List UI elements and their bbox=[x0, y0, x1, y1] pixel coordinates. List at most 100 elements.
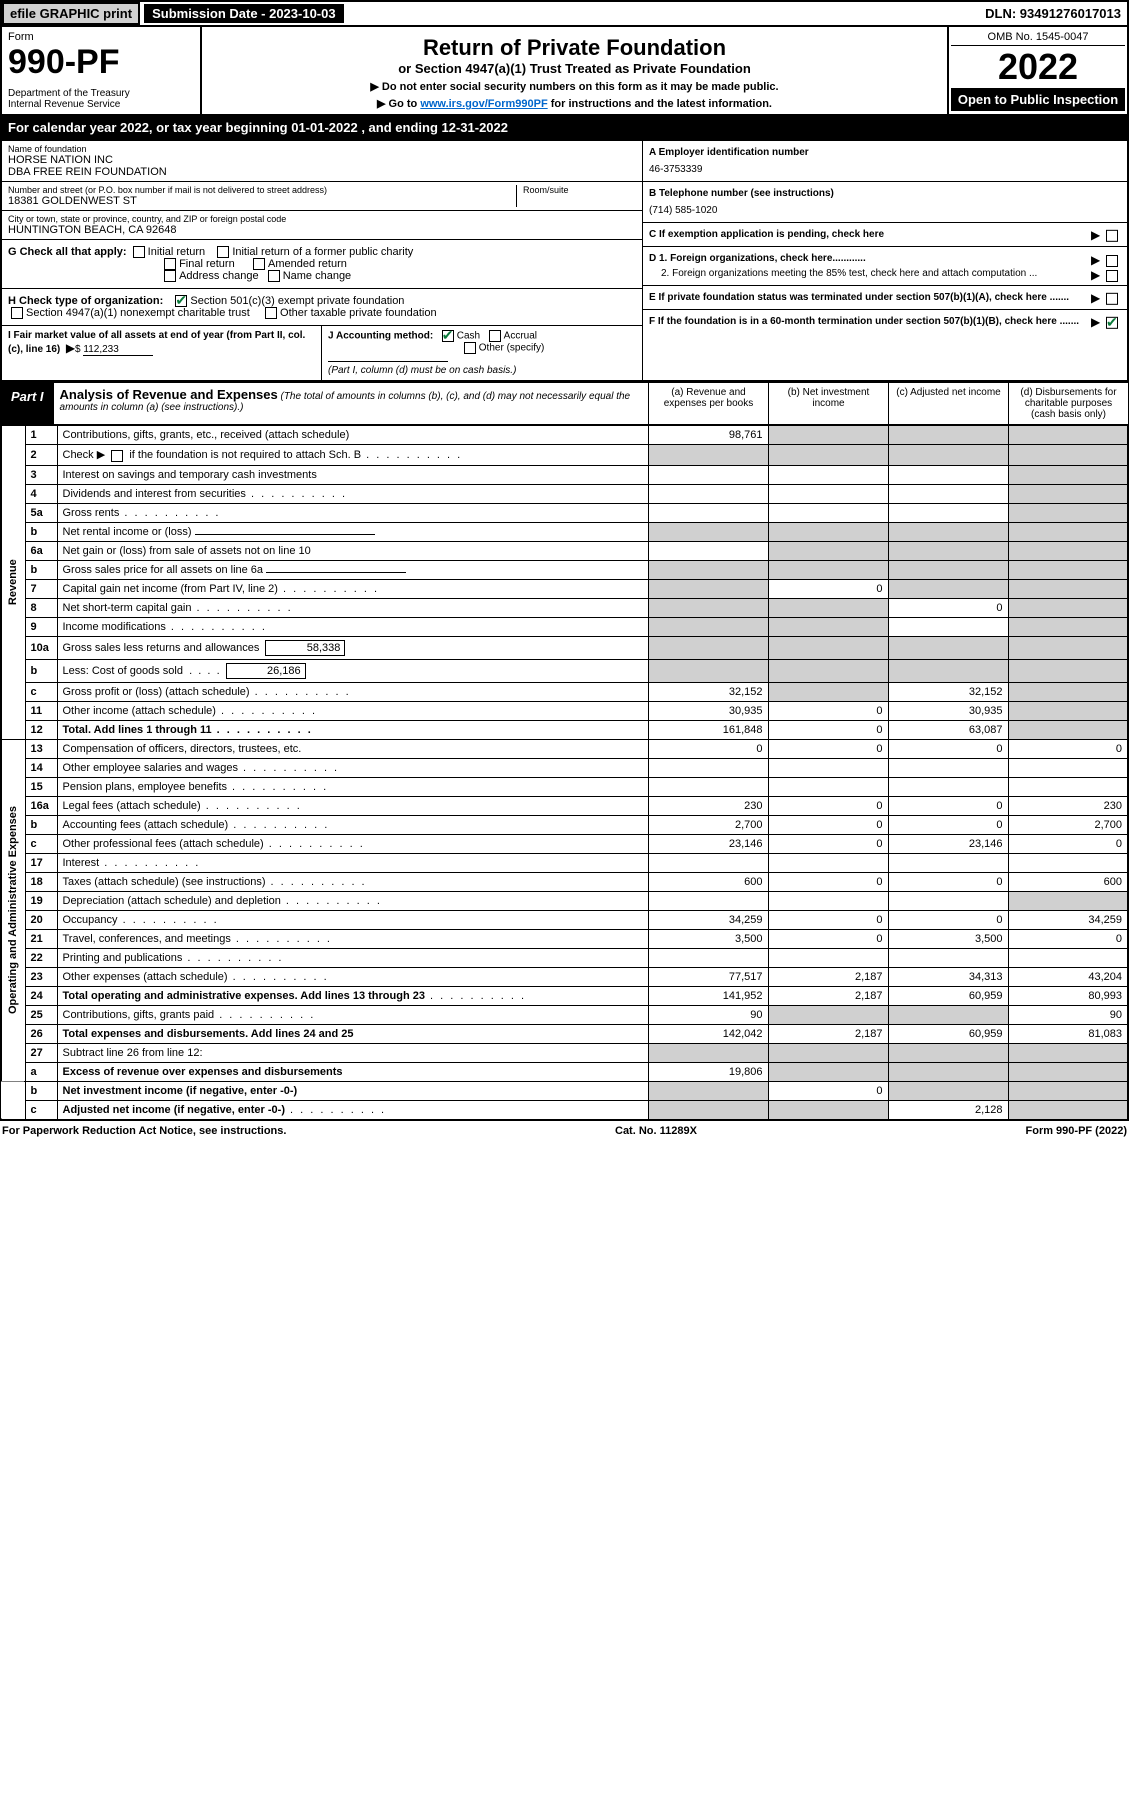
cell-val bbox=[648, 891, 768, 910]
cell-val bbox=[768, 777, 888, 796]
checkbox-4947[interactable] bbox=[11, 307, 23, 319]
header-left: Form 990-PF Department of the Treasury I… bbox=[2, 27, 202, 114]
col-b-head: (b) Net investment income bbox=[768, 383, 888, 424]
ein-value: 46-3753339 bbox=[649, 164, 1121, 175]
cell-shade bbox=[1008, 465, 1128, 484]
cell-shade bbox=[648, 1043, 768, 1062]
cell-val: 0 bbox=[768, 1081, 888, 1100]
table-row: 2 Check ▶ if the foundation is not requi… bbox=[1, 445, 1128, 465]
checkbox-initial-return[interactable] bbox=[133, 246, 145, 258]
checkbox-accrual[interactable] bbox=[489, 330, 501, 342]
cell-shade bbox=[768, 659, 888, 682]
cell-shade bbox=[1008, 541, 1128, 560]
cell-shade bbox=[768, 598, 888, 617]
instructions-link[interactable]: www.irs.gov/Form990PF bbox=[420, 98, 547, 110]
table-row: 20 Occupancy 34,2590034,259 bbox=[1, 910, 1128, 929]
line-num: 5a bbox=[25, 503, 57, 522]
checkbox-e[interactable] bbox=[1106, 293, 1118, 305]
line-desc: Accounting fees (attach schedule) bbox=[57, 815, 648, 834]
arrow-icon: ▶ bbox=[66, 341, 75, 355]
col-c-head: (c) Adjusted net income bbox=[888, 383, 1008, 424]
cell-val: 0 bbox=[768, 815, 888, 834]
line-desc: Pension plans, employee benefits bbox=[57, 777, 648, 796]
table-row: 16a Legal fees (attach schedule) 2300023… bbox=[1, 796, 1128, 815]
line-desc: Legal fees (attach schedule) bbox=[57, 796, 648, 815]
line-desc: Gross sales price for all assets on line… bbox=[57, 560, 648, 579]
cell-val bbox=[1008, 948, 1128, 967]
checkbox-d1[interactable] bbox=[1106, 255, 1118, 267]
checkbox-d2[interactable] bbox=[1106, 270, 1118, 282]
e-cell: E If private foundation status was termi… bbox=[643, 286, 1127, 310]
address-cell: Number and street (or P.O. box number if… bbox=[2, 182, 642, 211]
cell-val bbox=[1008, 777, 1128, 796]
cell-val bbox=[768, 484, 888, 503]
f-cell: F If the foundation is in a 60-month ter… bbox=[643, 310, 1127, 333]
cell-val: 34,259 bbox=[648, 910, 768, 929]
cell-shade bbox=[768, 636, 888, 659]
part1-table: Revenue 1 Contributions, gifts, grants, … bbox=[0, 425, 1129, 1120]
header-mid: Return of Private Foundation or Section … bbox=[202, 27, 947, 114]
cell-val: 142,042 bbox=[648, 1024, 768, 1043]
cell-val: 98,761 bbox=[648, 426, 768, 445]
cell-shade bbox=[768, 1062, 888, 1081]
line-num: a bbox=[25, 1062, 57, 1081]
cell-shade bbox=[888, 579, 1008, 598]
arrow-icon: ▶ bbox=[1091, 253, 1100, 267]
j-cell: J Accounting method: Cash Accrual Other … bbox=[322, 326, 642, 380]
cell-val: 0 bbox=[768, 579, 888, 598]
checkbox-other-taxable[interactable] bbox=[265, 307, 277, 319]
table-row: b Net investment income (if negative, en… bbox=[1, 1081, 1128, 1100]
cell-shade bbox=[648, 1081, 768, 1100]
cell-val: 0 bbox=[768, 720, 888, 739]
cell-shade bbox=[888, 560, 1008, 579]
cell-val bbox=[888, 617, 1008, 636]
efile-button[interactable]: efile GRAPHIC print bbox=[2, 2, 140, 25]
checkbox-address-change[interactable] bbox=[164, 270, 176, 282]
cell-val: 0 bbox=[1008, 739, 1128, 758]
line-num: 23 bbox=[25, 967, 57, 986]
form-header: Form 990-PF Department of the Treasury I… bbox=[0, 27, 1129, 116]
submission-date: Submission Date - 2023-10-03 bbox=[144, 4, 344, 23]
checkbox-amended[interactable] bbox=[253, 258, 265, 270]
cell-shade bbox=[1008, 445, 1128, 465]
checkbox-other[interactable] bbox=[464, 342, 476, 354]
cell-shade bbox=[1008, 598, 1128, 617]
table-row: 21 Travel, conferences, and meetings 3,5… bbox=[1, 929, 1128, 948]
table-row: 23 Other expenses (attach schedule) 77,5… bbox=[1, 967, 1128, 986]
cell-shade bbox=[1008, 636, 1128, 659]
table-row: 19 Depreciation (attach schedule) and de… bbox=[1, 891, 1128, 910]
arrow-icon: ▶ bbox=[1091, 314, 1100, 328]
cell-val bbox=[888, 777, 1008, 796]
checkbox-name-change[interactable] bbox=[268, 270, 280, 282]
checkbox-cash[interactable] bbox=[442, 330, 454, 342]
j-note: (Part I, column (d) must be on cash basi… bbox=[328, 365, 516, 376]
cell-val: 0 bbox=[1008, 834, 1128, 853]
line-num: b bbox=[25, 659, 57, 682]
checkbox-c[interactable] bbox=[1106, 230, 1118, 242]
cell-shade bbox=[1008, 484, 1128, 503]
cell-shade bbox=[1008, 522, 1128, 541]
line-desc: Total operating and administrative expen… bbox=[57, 986, 648, 1005]
cell-val bbox=[768, 853, 888, 872]
line-desc: Taxes (attach schedule) (see instruction… bbox=[57, 872, 648, 891]
checkbox-501c3[interactable] bbox=[175, 295, 187, 307]
cell-val: 2,187 bbox=[768, 967, 888, 986]
table-row: 15 Pension plans, employee benefits bbox=[1, 777, 1128, 796]
checkbox-f[interactable] bbox=[1106, 317, 1118, 329]
cell-shade bbox=[648, 598, 768, 617]
f-label: F If the foundation is in a 60-month ter… bbox=[649, 316, 1079, 327]
cell-val bbox=[648, 503, 768, 522]
cell-val: 2,700 bbox=[648, 815, 768, 834]
ij-row: I Fair market value of all assets at end… bbox=[2, 326, 642, 380]
checkbox-schb[interactable] bbox=[111, 450, 123, 462]
line-desc: Contributions, gifts, grants, etc., rece… bbox=[57, 426, 648, 445]
checkbox-initial-former[interactable] bbox=[217, 246, 229, 258]
line-desc: Other income (attach schedule) bbox=[57, 701, 648, 720]
opt-amended: Amended return bbox=[268, 258, 347, 270]
calendar-year-row: For calendar year 2022, or tax year begi… bbox=[0, 116, 1129, 141]
cell-val: 161,848 bbox=[648, 720, 768, 739]
table-row: 4 Dividends and interest from securities bbox=[1, 484, 1128, 503]
c-cell: C If exemption application is pending, c… bbox=[643, 223, 1127, 247]
cell-val: 0 bbox=[1008, 929, 1128, 948]
checkbox-final[interactable] bbox=[164, 258, 176, 270]
